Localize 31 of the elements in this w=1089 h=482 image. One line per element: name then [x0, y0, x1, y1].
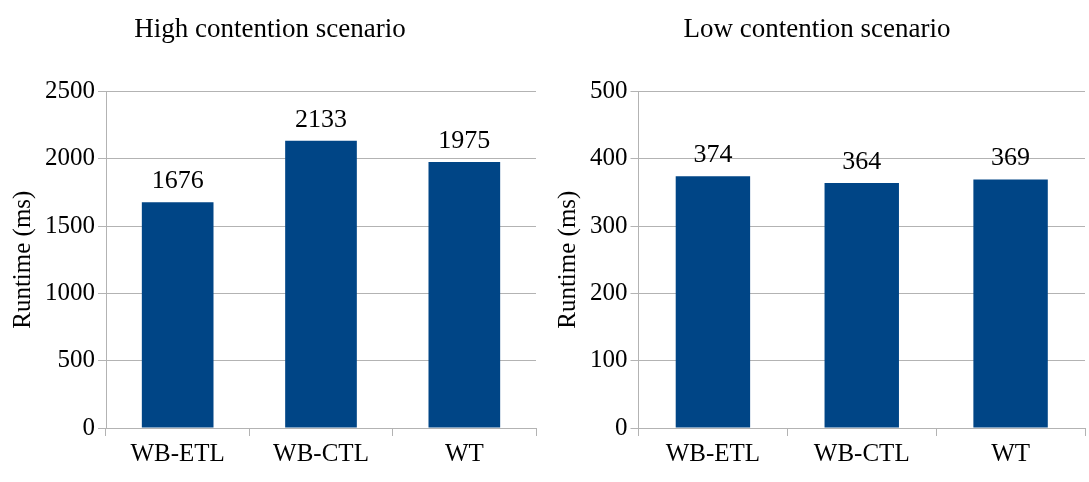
x-tick-label: WB-CTL: [273, 438, 369, 466]
bar: [428, 162, 501, 428]
data-label: 364: [842, 145, 882, 175]
chart-title: High contention scenario: [134, 13, 406, 44]
x-tick-label: WB-CTL: [813, 438, 910, 466]
y-tick-label: 2500: [45, 75, 95, 103]
y-tick-label: 300: [590, 210, 628, 238]
y-tick-label: 200: [590, 277, 628, 305]
chart-title: Low contention scenario: [683, 13, 951, 44]
bar: [141, 202, 214, 428]
y-tick-label: 400: [590, 143, 628, 171]
data-label: 374: [693, 139, 733, 169]
y-tick-label: 1000: [45, 277, 95, 305]
data-label: 2133: [295, 103, 347, 133]
y-tick-label: 0: [615, 412, 628, 440]
data-label: 369: [991, 142, 1031, 172]
y-tick-label: 1500: [45, 210, 95, 238]
data-label: 1676: [151, 165, 204, 195]
data-label: 1975: [438, 124, 491, 154]
y-tick-label: 500: [57, 345, 95, 373]
y-tick-label: 100: [590, 345, 628, 373]
y-axis-title: Runtime (ms): [552, 190, 581, 329]
x-tick-label: WB-ETL: [130, 438, 225, 466]
y-tick-label: 500: [590, 75, 628, 103]
x-tick-label: WB-ETL: [665, 438, 761, 466]
y-tick-label: 0: [82, 412, 95, 440]
x-tick-label: WT: [991, 438, 1031, 466]
bar: [285, 140, 357, 428]
y-axis-title: Runtime (ms): [7, 190, 36, 329]
x-tick-label: WT: [444, 438, 484, 466]
y-tick-label: 2000: [45, 143, 95, 171]
